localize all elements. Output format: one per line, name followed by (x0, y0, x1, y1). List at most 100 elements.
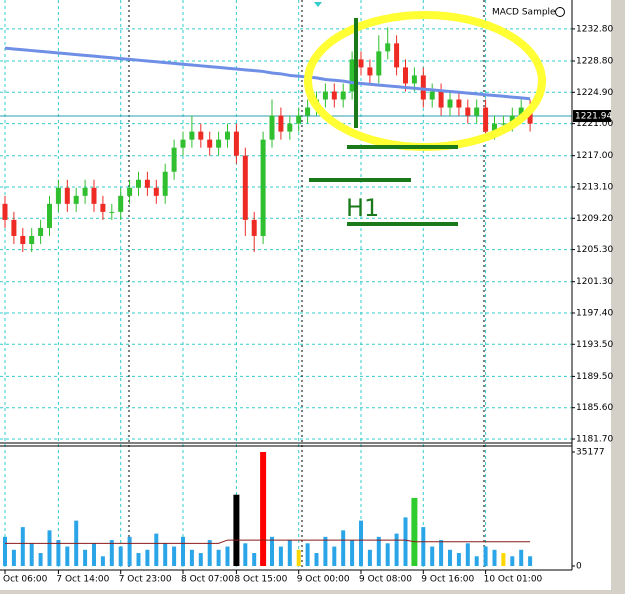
grid-layer (0, 0, 572, 570)
x-tick-label: 8 Oct 15:00 (234, 575, 287, 585)
volume-bar (323, 536, 328, 566)
candle-body (349, 59, 355, 92)
shift-marker (314, 2, 322, 7)
candle-body (153, 187, 159, 196)
candle-body (29, 235, 35, 244)
x-tick-label: 10 Oct 01:00 (484, 575, 543, 585)
volume-bar (394, 533, 399, 566)
candle-body (474, 107, 480, 116)
volume-bar (510, 556, 515, 566)
volume-bar (483, 546, 488, 566)
volume-bar (29, 543, 34, 566)
y-tick-label: 1232.80 (576, 24, 613, 34)
candle-body (207, 139, 213, 148)
candle-body (438, 91, 444, 108)
window-frame (611, 0, 625, 594)
candle-body (447, 99, 453, 108)
volume-bar (519, 549, 524, 566)
window-frame-bottom (0, 590, 625, 594)
volume-bar (411, 497, 418, 566)
candle-body (127, 187, 133, 196)
volume-bar (260, 452, 267, 566)
volume-bar (385, 543, 390, 566)
volume-bar (136, 553, 141, 566)
candle-body (492, 123, 497, 132)
candle-body (2, 203, 8, 220)
candle-body (233, 131, 239, 156)
volume-bar (207, 540, 212, 566)
x-tick-label: 8 Oct 07:00 (181, 575, 234, 585)
candle-body (198, 131, 204, 140)
candle-body (305, 107, 311, 116)
candle-body (91, 187, 97, 204)
volume-bar (11, 549, 16, 566)
candle-body (216, 139, 222, 148)
volume-bar (474, 556, 479, 566)
y-tick-label: 1197.40 (576, 308, 613, 318)
y-tick-label: 1205.30 (576, 245, 613, 255)
candle-body (331, 91, 337, 100)
moving-average (4, 46, 531, 101)
candle-body (242, 155, 248, 220)
volume-bar (216, 549, 221, 566)
volume-bar (456, 553, 461, 566)
volume-bar (163, 543, 168, 566)
volume-bar (181, 536, 185, 566)
volume-bar (465, 543, 470, 566)
candle-body (358, 59, 364, 68)
candle-body (171, 147, 177, 172)
candle-body (296, 115, 302, 124)
candle-body (509, 115, 515, 124)
y-tick-label: 1228.80 (576, 56, 613, 66)
candle-body (73, 195, 79, 204)
candle-body (483, 107, 489, 132)
y-tick-label: 0 (576, 562, 582, 572)
volume-bar (233, 494, 240, 566)
candle-body (340, 91, 346, 100)
candle-body (287, 123, 293, 132)
candle-body (118, 195, 124, 212)
volume-bar (296, 549, 301, 566)
y-tick-label: 35177 (576, 448, 605, 458)
y-tick-label: 1213.10 (576, 182, 613, 192)
volume-bar (145, 549, 150, 566)
volume-bar (252, 553, 257, 566)
candle-body (162, 171, 168, 196)
candle-body (429, 91, 435, 100)
candle-body (189, 131, 195, 140)
candle-body (100, 203, 106, 212)
volume-bar (100, 556, 105, 566)
candle-body (260, 139, 266, 236)
x-tick-label: 7 Oct 14:00 (56, 575, 109, 585)
volume-bar (341, 530, 346, 566)
volume-bar (367, 549, 372, 566)
candle-body (367, 67, 373, 76)
candle-body (403, 67, 408, 84)
indicator-icon (555, 7, 565, 17)
candle-body (278, 115, 284, 132)
candle-body (225, 131, 230, 140)
volume-bar (305, 543, 310, 566)
candle-body (394, 43, 400, 68)
volume-bar (109, 540, 114, 566)
volume-bar (287, 540, 292, 566)
price-label: 1221.94 (575, 112, 612, 122)
volume-bar (189, 549, 194, 566)
y-tick-label: 1224.90 (576, 88, 613, 98)
volume-average (5, 539, 531, 544)
volume-bar (225, 546, 230, 566)
annotation-text: H1 (346, 194, 379, 222)
volume-bar (278, 546, 283, 566)
volume-bar (243, 543, 248, 566)
volume-bar (172, 546, 177, 566)
volume-bar (47, 530, 52, 566)
volume-bar (83, 549, 88, 566)
candle-body (20, 235, 26, 244)
y-tick-label: 1221.00 (576, 119, 613, 129)
candle-body (251, 219, 257, 236)
volume-bar (501, 553, 506, 566)
x-tick-label: 7 Oct 23:00 (119, 575, 172, 585)
candle-body (144, 179, 150, 188)
volume-bar (376, 536, 381, 566)
